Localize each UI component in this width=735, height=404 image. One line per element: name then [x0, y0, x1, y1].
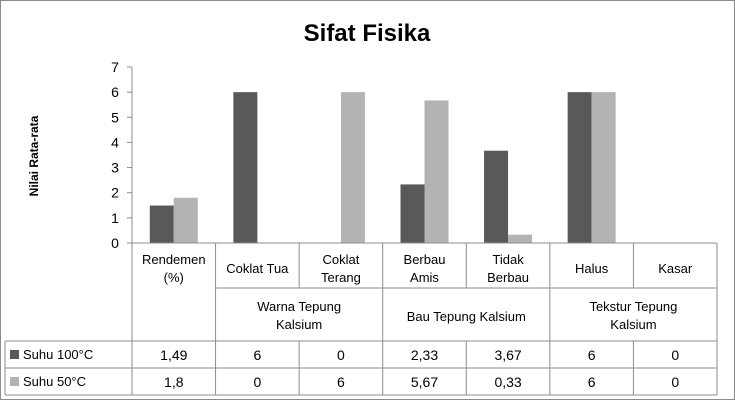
bar-suhu-100 [233, 92, 258, 244]
bar-suhu-100 [567, 92, 592, 244]
group-label: Kalsium [276, 317, 322, 332]
data-label: 6 [337, 374, 345, 390]
y-tick-label: 5 [111, 109, 119, 125]
y-tick-label: 4 [111, 134, 119, 150]
bar-suhu-50 [173, 197, 198, 243]
y-tick-label: 7 [111, 59, 119, 75]
category-label: Berbau [487, 270, 529, 285]
data-label: 6 [588, 347, 596, 363]
data-label: 0,33 [494, 374, 521, 390]
data-label: 0 [671, 347, 679, 363]
legend-key [10, 350, 19, 359]
plot-area: 0 1 2 3 4 5 6 7 [111, 59, 616, 251]
category-label: Tidak [492, 252, 524, 267]
data-label: 0 [671, 374, 679, 390]
category-label: Coklat [322, 252, 359, 267]
category-label: Amis [410, 270, 439, 285]
group-label: Bau Tepung Kalsium [407, 309, 526, 324]
y-axis-label: Nilai Rata-rata [27, 115, 41, 196]
group-label: Tekstur Tepung [589, 299, 677, 314]
bar-suhu-50 [340, 92, 365, 244]
data-label: 0 [337, 347, 345, 363]
data-label: 0 [253, 374, 261, 390]
legend-label: Suhu 100°C [23, 347, 93, 362]
bar-suhu-100 [400, 184, 425, 243]
y-tick-label: 1 [111, 210, 119, 226]
bar-suhu-100 [484, 150, 509, 243]
y-tick-label: 0 [111, 235, 119, 251]
category-label: Halus [575, 261, 609, 276]
group-label: Kalsium [610, 317, 656, 332]
data-label: 5,67 [411, 374, 438, 390]
data-label: 6 [253, 347, 261, 363]
category-label: Rendemen [142, 252, 206, 267]
y-tick-label: 3 [111, 160, 119, 176]
bar-suhu-50 [508, 234, 533, 243]
data-label: 2,33 [411, 347, 438, 363]
y-tick-label: 6 [111, 84, 119, 100]
data-label: 6 [588, 374, 596, 390]
bar-suhu-50 [424, 100, 449, 243]
data-label: 1,49 [160, 347, 187, 363]
data-label: 3,67 [494, 347, 521, 363]
legend-key [10, 377, 19, 386]
chart-title: Sifat Fisika [304, 20, 431, 47]
category-label: Terang [321, 270, 361, 285]
category-label: Berbau [404, 252, 446, 267]
legend-label: Suhu 50°C [23, 374, 86, 389]
bar-suhu-50 [591, 92, 616, 244]
category-label: Coklat Tua [226, 261, 289, 276]
group-label: Warna Tepung [257, 299, 341, 314]
y-tick-label: 2 [111, 185, 119, 201]
data-table: Rendemen (%) Coklat Tua Coklat Terang Berbau A… [4, 242, 718, 396]
bar-suhu-100 [149, 205, 174, 243]
category-label: Kasar [658, 261, 693, 276]
data-label: 1,8 [164, 374, 184, 390]
category-label: (%) [164, 270, 184, 285]
